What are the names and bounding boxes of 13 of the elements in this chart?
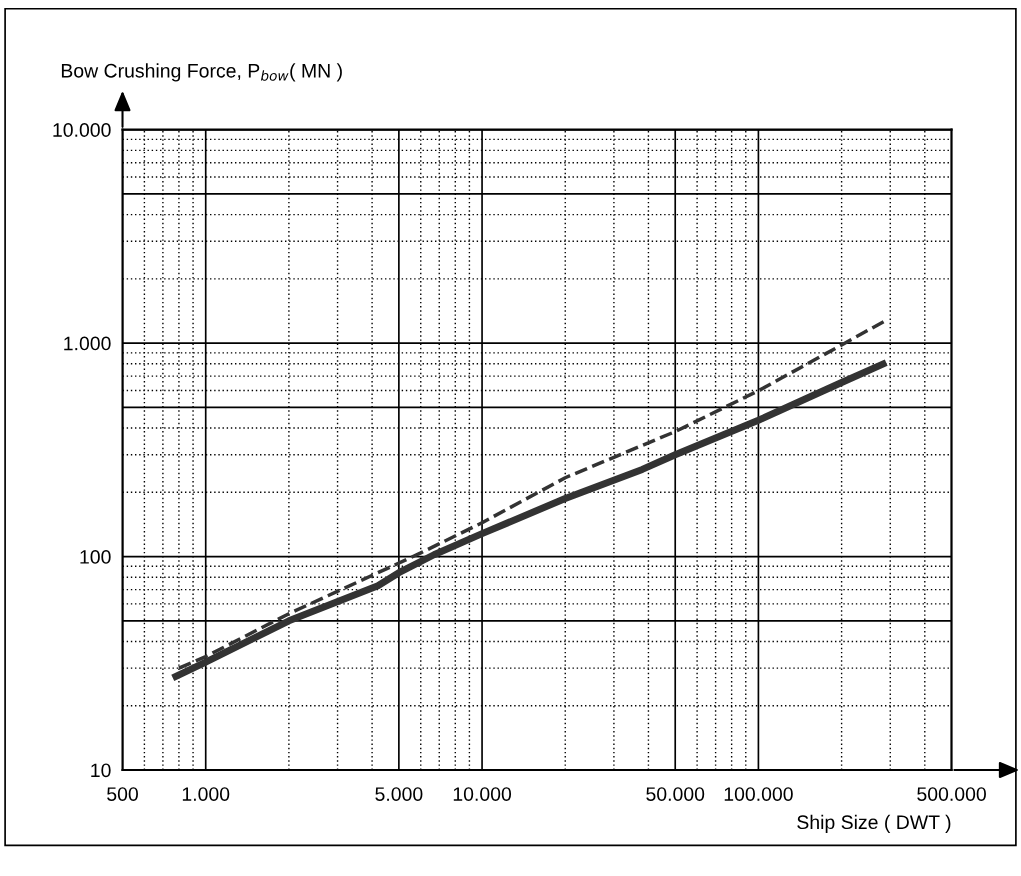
x-tick-label: 5.000	[375, 787, 423, 801]
y-tick-label: 10.000	[53, 123, 111, 137]
x-tick-label: 1.000	[182, 787, 230, 801]
x-tick-label: 50.000	[646, 787, 705, 801]
x-tick-label: 500	[107, 787, 138, 801]
y-tick-label: 100	[80, 550, 111, 564]
x-tick-label: 10.000	[453, 787, 512, 801]
y-tick-label: 10	[91, 763, 111, 778]
x-axis-title: Ship Size ( DWT )	[797, 814, 951, 833]
y-tick-label: 1.000	[64, 336, 111, 351]
y-axis-title: Bow Crushing Force, P$_{bow}$( MN )	[61, 63, 342, 82]
x-tick-label: 100.000	[724, 787, 793, 801]
x-tick-label: 500.000	[917, 787, 986, 801]
